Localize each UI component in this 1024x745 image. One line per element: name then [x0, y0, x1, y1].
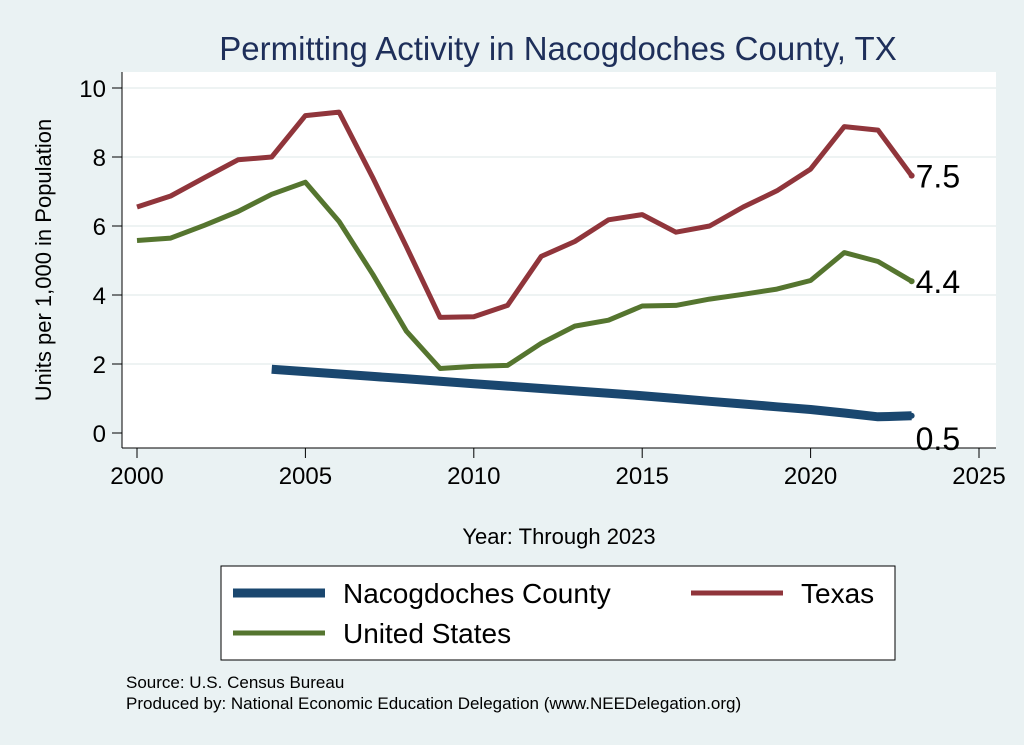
- x-axis-label: Year: Through 2023: [462, 524, 655, 549]
- y-tick-label: 4: [93, 283, 106, 310]
- legend-label: Nacogdoches County: [343, 578, 611, 609]
- end-label-nacogdoches-county: 0.5: [916, 421, 960, 457]
- legend-label: United States: [343, 618, 511, 649]
- y-tick-label: 0: [93, 421, 106, 448]
- series-line-united-states: [136, 179, 913, 371]
- series-group: [136, 109, 915, 422]
- end-labels: 0.5 7.5 4.4: [916, 159, 960, 457]
- source-note: Source: U.S. Census Bureau: [126, 673, 344, 692]
- y-tick-label: 6: [93, 214, 106, 241]
- produced-note: Produced by: National Economic Education…: [126, 694, 741, 713]
- x-tick-label: 2010: [447, 463, 500, 490]
- y-tick-label: 2: [93, 352, 106, 379]
- series-end-marker: [908, 412, 915, 419]
- x-tick-label: 2015: [616, 463, 669, 490]
- series-line-texas: [136, 109, 914, 320]
- series-line-nacogdoches-county: [271, 364, 912, 422]
- legend-box: [220, 565, 896, 661]
- axes: 0 2 4 6 8 10 2000 2005 2010 2015 2020 2025: [79, 72, 1006, 490]
- y-axis-label: Units per 1,000 in Population: [31, 119, 56, 402]
- x-tick-label: 2005: [279, 463, 332, 490]
- legend-label: Texas: [801, 578, 874, 609]
- y-tick-label: 8: [93, 145, 106, 172]
- x-tick-label: 2020: [784, 463, 837, 490]
- x-tick-label: 2000: [110, 463, 163, 490]
- legend: Nacogdoches County Texas United States: [233, 578, 874, 649]
- x-tick-label: 2025: [952, 463, 1005, 490]
- series-end-marker: [908, 172, 915, 179]
- end-label-united-states: 4.4: [916, 264, 960, 300]
- chart-title: Permitting Activity in Nacogdoches Count…: [219, 30, 896, 67]
- y-tick-label: 10: [79, 76, 106, 103]
- series-end-marker: [908, 278, 915, 285]
- end-label-texas: 7.5: [916, 159, 960, 195]
